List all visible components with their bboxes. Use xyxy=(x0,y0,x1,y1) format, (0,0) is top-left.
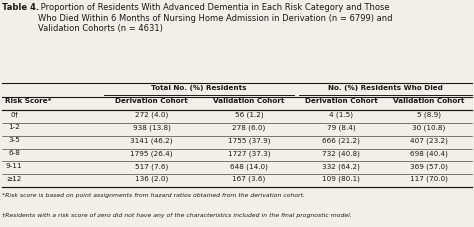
Text: 332 (64.2): 332 (64.2) xyxy=(322,163,360,170)
Text: 30 (10.8): 30 (10.8) xyxy=(412,124,446,131)
Text: 167 (3.6): 167 (3.6) xyxy=(232,176,265,183)
Text: 4 (1.5): 4 (1.5) xyxy=(329,111,353,118)
Text: 698 (40.4): 698 (40.4) xyxy=(410,150,448,157)
Text: 278 (6.0): 278 (6.0) xyxy=(232,124,265,131)
Text: Derivation Cohort: Derivation Cohort xyxy=(305,98,378,104)
Text: 517 (7.6): 517 (7.6) xyxy=(135,163,168,170)
Text: 5 (8.9): 5 (8.9) xyxy=(417,111,441,118)
Text: 136 (2.0): 136 (2.0) xyxy=(135,176,168,183)
Text: Total No. (%) Residents: Total No. (%) Residents xyxy=(151,85,247,91)
Text: †Residents with a risk score of zero did not have any of the characteristics inc: †Residents with a risk score of zero did… xyxy=(2,213,352,218)
Text: 56 (1.2): 56 (1.2) xyxy=(235,111,263,118)
Text: No. (%) Residents Who Died: No. (%) Residents Who Died xyxy=(328,85,443,91)
Text: 3-5: 3-5 xyxy=(8,137,20,143)
Text: 1755 (37.9): 1755 (37.9) xyxy=(228,137,270,144)
Text: 732 (40.8): 732 (40.8) xyxy=(322,150,360,157)
Text: 369 (57.0): 369 (57.0) xyxy=(410,163,448,170)
Text: 79 (8.4): 79 (8.4) xyxy=(327,124,356,131)
Text: 117 (70.0): 117 (70.0) xyxy=(410,176,448,183)
Text: 109 (80.1): 109 (80.1) xyxy=(322,176,360,183)
Text: Proportion of Residents With Advanced Dementia in Each Risk Category and Those
W: Proportion of Residents With Advanced De… xyxy=(38,3,393,33)
Text: ≥12: ≥12 xyxy=(7,176,22,182)
Text: 938 (13.8): 938 (13.8) xyxy=(133,124,171,131)
Text: 9-11: 9-11 xyxy=(6,163,22,169)
Text: 6-8: 6-8 xyxy=(8,150,20,156)
Text: Table 4.: Table 4. xyxy=(2,3,39,12)
Text: Validation Cohort: Validation Cohort xyxy=(213,98,284,104)
Text: Derivation Cohort: Derivation Cohort xyxy=(115,98,188,104)
Text: 1727 (37.3): 1727 (37.3) xyxy=(228,150,270,157)
Text: 3141 (46.2): 3141 (46.2) xyxy=(130,137,173,144)
Text: 407 (23.2): 407 (23.2) xyxy=(410,137,448,144)
Text: 648 (14.0): 648 (14.0) xyxy=(230,163,268,170)
Text: 0†: 0† xyxy=(10,111,18,117)
Text: Validation Cohort: Validation Cohort xyxy=(393,98,465,104)
Text: *Risk score is based on point assignments from hazard ratios obtained from the d: *Risk score is based on point assignment… xyxy=(2,193,305,198)
Text: 1-2: 1-2 xyxy=(8,124,20,130)
Text: Risk Score*: Risk Score* xyxy=(5,98,51,104)
Text: 272 (4.0): 272 (4.0) xyxy=(135,111,168,118)
Text: 1795 (26.4): 1795 (26.4) xyxy=(130,150,173,157)
Text: 666 (21.2): 666 (21.2) xyxy=(322,137,360,144)
